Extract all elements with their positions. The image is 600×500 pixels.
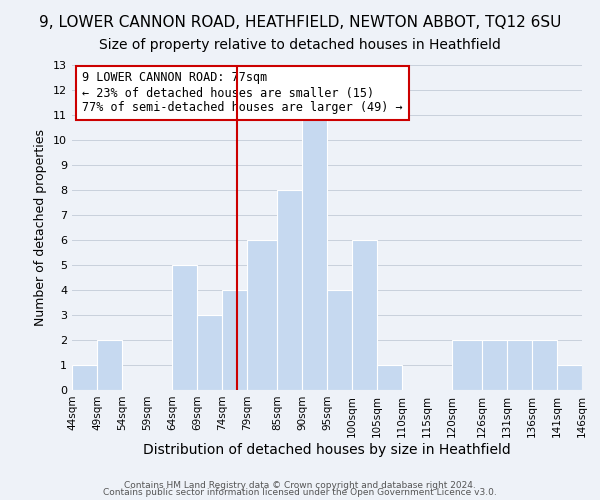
- Text: 9, LOWER CANNON ROAD, HEATHFIELD, NEWTON ABBOT, TQ12 6SU: 9, LOWER CANNON ROAD, HEATHFIELD, NEWTON…: [39, 15, 561, 30]
- Bar: [247, 240, 277, 390]
- Bar: [557, 365, 582, 390]
- Text: 9 LOWER CANNON ROAD: 77sqm
← 23% of detached houses are smaller (15)
77% of semi: 9 LOWER CANNON ROAD: 77sqm ← 23% of deta…: [82, 72, 403, 114]
- Text: Size of property relative to detached houses in Heathfield: Size of property relative to detached ho…: [99, 38, 501, 52]
- Bar: [277, 190, 302, 390]
- Text: Contains public sector information licensed under the Open Government Licence v3: Contains public sector information licen…: [103, 488, 497, 497]
- Bar: [97, 340, 122, 390]
- Bar: [532, 340, 557, 390]
- Bar: [197, 315, 222, 390]
- Bar: [302, 115, 327, 390]
- Bar: [452, 340, 482, 390]
- Bar: [482, 340, 507, 390]
- Y-axis label: Number of detached properties: Number of detached properties: [34, 129, 47, 326]
- X-axis label: Distribution of detached houses by size in Heathfield: Distribution of detached houses by size …: [143, 442, 511, 456]
- Bar: [352, 240, 377, 390]
- Bar: [172, 265, 197, 390]
- Bar: [377, 365, 402, 390]
- Bar: [72, 365, 97, 390]
- Bar: [222, 290, 247, 390]
- Bar: [327, 290, 352, 390]
- Bar: [507, 340, 532, 390]
- Text: Contains HM Land Registry data © Crown copyright and database right 2024.: Contains HM Land Registry data © Crown c…: [124, 480, 476, 490]
